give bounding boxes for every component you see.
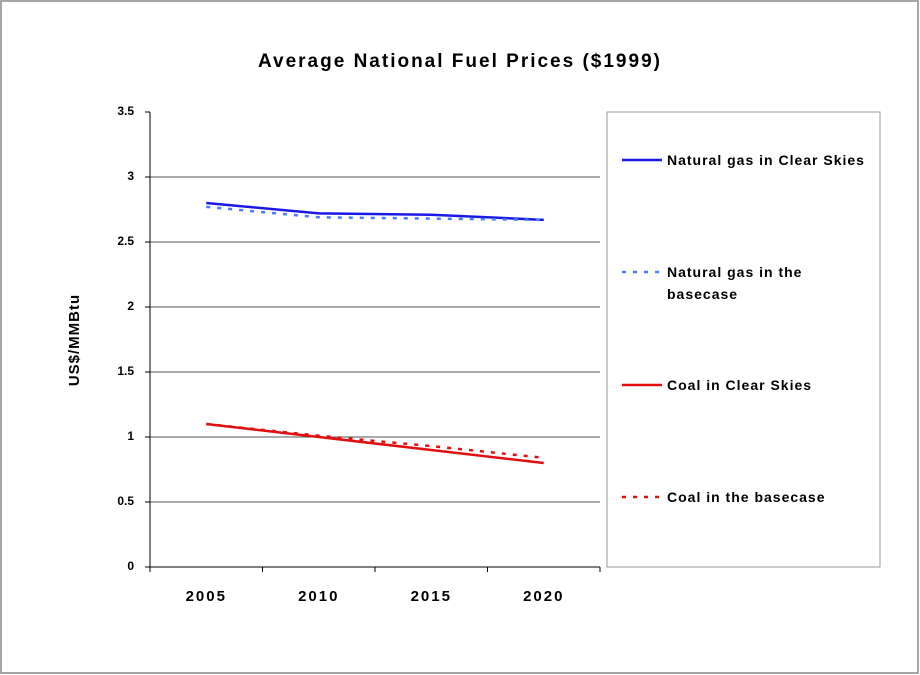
legend-box	[606, 111, 881, 568]
y-tick-label: 1	[127, 429, 134, 443]
x-tick-label: 2015	[411, 588, 452, 605]
legend-label: Natural gas in the basecase	[667, 264, 803, 302]
legend-label: Coal in the basecase	[667, 489, 826, 505]
y-tick-label: 0.5	[117, 494, 134, 508]
y-tick-label: 2.5	[117, 234, 134, 248]
series-line	[206, 422, 544, 460]
x-tick-label: 2010	[298, 588, 339, 605]
series-line	[206, 205, 544, 222]
x-tick-label: 2005	[186, 588, 227, 605]
series-line	[206, 201, 544, 222]
y-tick-label: 2	[127, 299, 134, 313]
y-tick-label: 0	[127, 559, 134, 573]
y-tick-label: 1.5	[117, 364, 134, 378]
y-tick-label: 3	[127, 169, 134, 183]
x-tick-label: 2020	[523, 588, 564, 605]
chart-title: Average National Fuel Prices ($1999)	[258, 51, 662, 72]
legend-label: Natural gas in Clear Skies	[667, 152, 865, 168]
y-tick-label: 3.5	[117, 104, 134, 118]
legend-label: Coal in Clear Skies	[667, 377, 813, 393]
y-axis-label: US$/MMBtu	[66, 294, 83, 386]
